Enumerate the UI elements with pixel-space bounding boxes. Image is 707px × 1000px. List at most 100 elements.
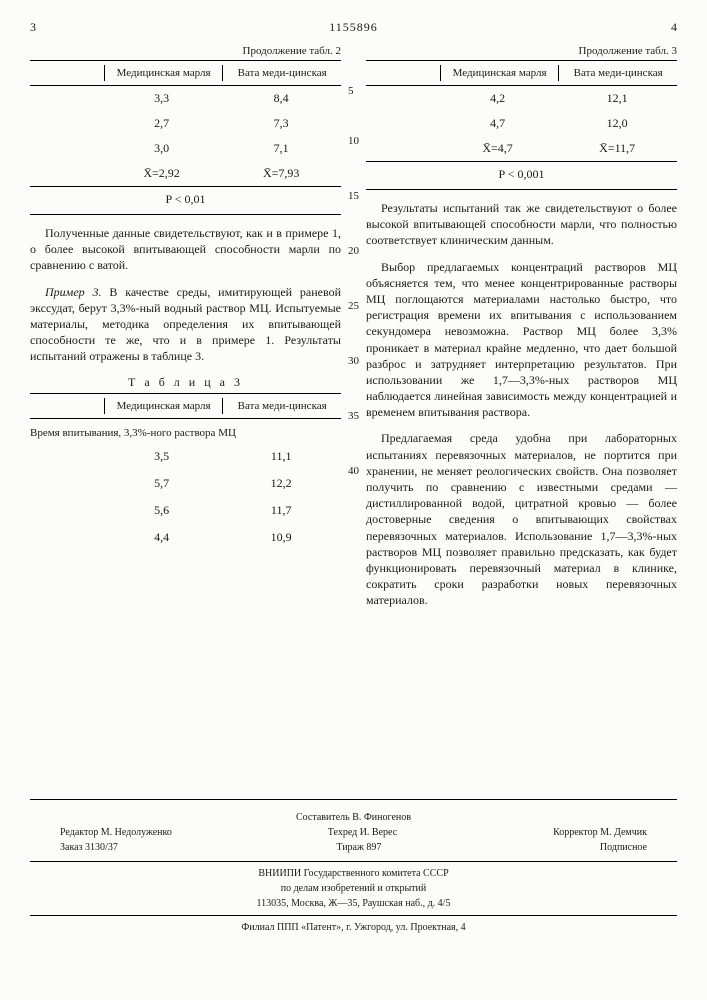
table-row: 4,2 12,1: [366, 86, 677, 111]
table-cell: 5,7: [102, 476, 222, 491]
footer-order: Заказ 3130/37: [60, 840, 118, 855]
table-cell: 12,0: [557, 116, 677, 131]
table3-title: Т а б л и ц а 3: [30, 375, 341, 390]
footer-addr2: Филиал ППП «Патент», г. Ужгород, ул. Про…: [30, 920, 677, 935]
table-cell: 7,3: [221, 116, 341, 131]
right-column: 5 10 15 20 25 30 35 40 Продолжение табл.…: [366, 45, 677, 619]
divider: [30, 861, 677, 862]
table-header-cell: Медицинская марля: [104, 65, 223, 81]
table-header-cell: [30, 398, 104, 414]
paragraph-5: Предлагаемая среда удобна при лабораторн…: [366, 430, 677, 608]
divider: [366, 189, 677, 190]
footer-addr1: 113035, Москва, Ж—35, Раушская наб., д. …: [30, 896, 677, 911]
page-number-left: 3: [30, 20, 36, 35]
table-cell: [30, 530, 102, 545]
table-row: 3,3 8,4: [30, 86, 341, 111]
table3-row-label: Время впитывания, 3,3%-ного раствора МЦ: [30, 427, 341, 439]
table3cont-body: 4,2 12,1 4,7 12,0 X̄=4,7 X̄=11,7: [366, 86, 677, 161]
line-number: 10: [348, 135, 359, 147]
document-number: 1155896: [329, 20, 378, 35]
footer-editor: Редактор М. Недолуженко: [60, 825, 172, 840]
table-cell: [30, 141, 102, 156]
header: 3 1155896 4: [30, 20, 677, 35]
line-number: 5: [348, 85, 354, 97]
example-label: Пример 3.: [45, 285, 102, 299]
table-cell: 3,3: [102, 91, 222, 106]
table3-header: Медицинская марля Вата меди-цинская: [30, 394, 341, 419]
footer-org1: ВНИИПИ Государственного комитета СССР: [30, 866, 677, 881]
table-header-cell: Медицинская марля: [104, 398, 223, 414]
table-cell: 4,2: [438, 91, 558, 106]
table-cell: 11,1: [221, 449, 341, 464]
line-number: 20: [348, 245, 359, 257]
table-row: X̄=2,92 X̄=7,93: [30, 161, 341, 186]
table-cell: [30, 116, 102, 131]
line-number: 15: [348, 190, 359, 202]
table-header-cell: Вата меди-цинская: [222, 398, 341, 414]
table2-pvalue: P < 0,01: [30, 187, 341, 212]
paragraph-1: Полученные данные свидетельствуют, как и…: [30, 225, 341, 274]
footer: Составитель В. Финогенов Редактор М. Нед…: [30, 799, 677, 935]
table-cell: 4,4: [102, 530, 222, 545]
table2-body: 3,3 8,4 2,7 7,3 3,0 7,1 X̄=2,92 X̄=7,93: [30, 86, 341, 186]
table-cell: X̄=7,93: [221, 166, 341, 181]
table-cell: 3,0: [102, 141, 222, 156]
footer-tech: Техред И. Верес: [328, 825, 397, 840]
table3: Медицинская марля Вата меди-цинская: [30, 393, 341, 419]
line-number: 35: [348, 410, 359, 422]
table-cell: 4,7: [438, 116, 558, 131]
table2-caption: Продолжение табл. 2: [30, 45, 341, 57]
page-number-right: 4: [671, 20, 677, 35]
footer-credits: Редактор М. Недолуженко Техред И. Верес …: [30, 825, 677, 840]
table-cell: [30, 91, 102, 106]
paragraph-2: Пример 3. В качестве среды, имитирующей …: [30, 284, 341, 365]
table-cell: [366, 116, 438, 131]
footer-sign: Подписное: [600, 840, 647, 855]
divider: [30, 214, 341, 215]
footer-corrector: Корректор М. Демчик: [553, 825, 647, 840]
table-row: 5,6 11,7: [30, 497, 341, 524]
table-cell: 10,9: [221, 530, 341, 545]
line-number: 25: [348, 300, 359, 312]
table-cell: [30, 166, 102, 181]
table-cell: 2,7: [102, 116, 222, 131]
table-cell: X̄=11,7: [557, 141, 677, 156]
table2: Медицинская марля Вата меди-цинская 3,3 …: [30, 60, 341, 187]
table-cell: 12,1: [557, 91, 677, 106]
table-cell: 3,5: [102, 449, 222, 464]
table-cell: 8,4: [221, 91, 341, 106]
table-row: X̄=4,7 X̄=11,7: [366, 136, 677, 161]
table-header-cell: Вата меди-цинская: [558, 65, 677, 81]
table-row: 3,5 11,1: [30, 443, 341, 470]
table-row: 2,7 7,3: [30, 111, 341, 136]
line-number: 40: [348, 465, 359, 477]
divider: [30, 915, 677, 916]
table-row: 5,7 12,2: [30, 470, 341, 497]
table-header-cell: Вата меди-цинская: [222, 65, 341, 81]
table-cell: [366, 141, 438, 156]
table-cell: 11,7: [221, 503, 341, 518]
line-number: 30: [348, 355, 359, 367]
table3-continued: Медицинская марля Вата меди-цинская 4,2 …: [366, 60, 677, 162]
table-cell: [30, 503, 102, 518]
table-header-cell: [30, 65, 104, 81]
table-cell: 12,2: [221, 476, 341, 491]
paragraph-4: Выбор предлагаемых концентраций растворо…: [366, 259, 677, 421]
table-header-cell: Медицинская марля: [440, 65, 559, 81]
footer-org2: по делам изобретений и открытий: [30, 881, 677, 896]
table-cell: X̄=2,92: [102, 166, 222, 181]
table3cont-caption: Продолжение табл. 3: [366, 45, 677, 57]
table-cell: 5,6: [102, 503, 222, 518]
table-cell: [30, 449, 102, 464]
table-cell: [366, 91, 438, 106]
footer-compositor: Составитель В. Финогенов: [30, 810, 677, 825]
table-cell: 7,1: [221, 141, 341, 156]
table-cell: [30, 476, 102, 491]
table3cont-header: Медицинская марля Вата меди-цинская: [366, 61, 677, 86]
paragraph-3: Результаты испытаний так же свидетельств…: [366, 200, 677, 249]
table3cont-pvalue: P < 0,001: [366, 162, 677, 187]
table-header-cell: [366, 65, 440, 81]
table-row: 3,0 7,1: [30, 136, 341, 161]
left-column: Продолжение табл. 2 Медицинская марля Ва…: [30, 45, 341, 619]
table-row: 4,7 12,0: [366, 111, 677, 136]
